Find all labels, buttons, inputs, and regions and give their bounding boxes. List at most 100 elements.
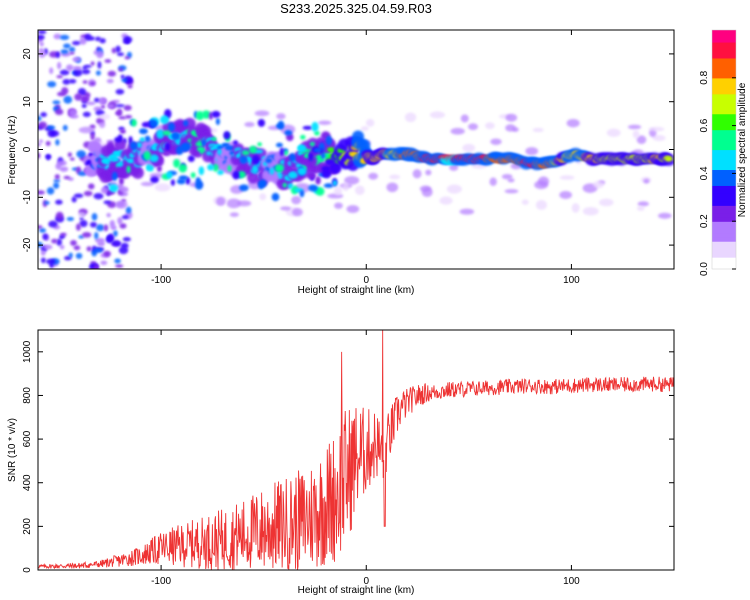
scatter-blob bbox=[126, 165, 131, 174]
spectrogram-blobs bbox=[38, 30, 674, 269]
noise-blob bbox=[53, 179, 61, 183]
scatter-blob bbox=[223, 130, 231, 140]
colorbar: 0.0 0.2 0.4 0.6 0.8 Normalized spectral ampl… bbox=[699, 29, 748, 276]
halo-blob bbox=[490, 138, 502, 145]
scatter-blob bbox=[313, 147, 322, 153]
scatter-blob bbox=[332, 180, 338, 187]
noise-blob bbox=[100, 186, 109, 194]
noise-blob bbox=[91, 249, 97, 257]
noise-blob bbox=[63, 175, 71, 180]
halo-blob bbox=[368, 172, 379, 180]
noise-blob bbox=[39, 228, 46, 233]
scatter-blob bbox=[224, 145, 231, 151]
noise-blob bbox=[80, 96, 90, 103]
noise-blob bbox=[43, 244, 53, 250]
colorbar-band bbox=[712, 169, 736, 174]
noise-blob bbox=[76, 150, 87, 158]
halo-blob bbox=[229, 212, 239, 217]
x-tick-label: -100 bbox=[151, 576, 171, 587]
colorbar-band bbox=[712, 173, 736, 178]
scatter-blob bbox=[227, 165, 232, 172]
scatter-blob bbox=[190, 172, 196, 178]
y-tick-label: 10 bbox=[22, 96, 33, 108]
noise-blob bbox=[103, 200, 112, 205]
halo-blob bbox=[507, 178, 515, 183]
halo-blob bbox=[346, 205, 360, 214]
halo-blob bbox=[636, 206, 645, 211]
scatter-blob bbox=[178, 163, 188, 173]
y-tick-label: 0 bbox=[22, 567, 33, 573]
scatter-blob bbox=[257, 119, 266, 127]
scatter-blob bbox=[162, 130, 171, 136]
halo-blob bbox=[501, 173, 513, 180]
colorbar-band bbox=[712, 77, 736, 83]
noise-blob bbox=[38, 225, 43, 229]
scatter-blob bbox=[156, 165, 162, 172]
halo-blob bbox=[598, 198, 614, 207]
noise-blob bbox=[81, 103, 87, 108]
scatter-blob bbox=[325, 135, 333, 146]
noise-blob bbox=[94, 97, 100, 103]
noise-blob bbox=[46, 187, 55, 195]
noise-blob bbox=[45, 140, 51, 146]
noise-blob bbox=[113, 230, 118, 237]
scatter-blob bbox=[259, 179, 267, 188]
colorbar-band bbox=[712, 237, 736, 242]
scatter-blob bbox=[232, 170, 240, 180]
colorbar-band bbox=[712, 65, 736, 71]
ridge-core bbox=[111, 157, 120, 163]
colorbar-band bbox=[712, 197, 736, 202]
halo-blob bbox=[334, 202, 343, 209]
scatter-blob bbox=[119, 129, 126, 134]
scatter-blob bbox=[149, 119, 158, 128]
noise-blob bbox=[73, 193, 84, 199]
scatter-blob bbox=[165, 142, 171, 151]
ridge-glow bbox=[329, 162, 342, 175]
noise-blob bbox=[54, 108, 64, 116]
colorbar-band bbox=[712, 97, 736, 103]
noise-blob bbox=[56, 61, 62, 70]
noise-blob bbox=[90, 61, 95, 66]
colorbar-band bbox=[712, 185, 736, 190]
x-tick-label: -100 bbox=[151, 275, 171, 286]
colorbar-band bbox=[712, 57, 736, 63]
scatter-blob bbox=[136, 141, 142, 149]
colorbar-band bbox=[712, 105, 736, 111]
noise-blob bbox=[121, 215, 129, 220]
halo-blob bbox=[429, 111, 446, 119]
noise-blob bbox=[123, 105, 132, 111]
scatter-blob bbox=[139, 137, 146, 143]
scatter-blob bbox=[183, 119, 189, 127]
scatter-blob bbox=[275, 142, 283, 148]
snr-xlabel: Height of straight line (km) bbox=[298, 585, 415, 596]
halo-blob bbox=[425, 169, 432, 176]
noise-blob bbox=[111, 239, 122, 247]
noise-blob bbox=[53, 33, 62, 40]
noise-blob bbox=[59, 69, 70, 76]
halo-blob bbox=[535, 200, 547, 210]
halo-blob bbox=[421, 187, 433, 197]
ridge-core bbox=[664, 156, 673, 162]
noise-blob bbox=[81, 232, 92, 238]
scatter-blob bbox=[143, 151, 151, 161]
noise-blob bbox=[90, 132, 95, 141]
noise-blob bbox=[122, 237, 131, 242]
noise-blob bbox=[55, 139, 60, 146]
noise-blob bbox=[38, 139, 44, 143]
halo-blob bbox=[449, 164, 459, 171]
noise-blob bbox=[66, 216, 75, 221]
halo-blob bbox=[459, 208, 475, 215]
scatter-blob bbox=[138, 128, 148, 135]
colorbar-band bbox=[712, 265, 736, 270]
noise-blob bbox=[91, 213, 98, 221]
noise-blob bbox=[70, 114, 79, 119]
colorbar-band bbox=[712, 109, 736, 115]
scatter-blob bbox=[283, 150, 289, 156]
scatter-blob bbox=[109, 184, 119, 193]
halo-blob bbox=[627, 124, 642, 130]
noise-blob bbox=[117, 216, 123, 225]
colorbar-band bbox=[712, 133, 736, 139]
noise-blob bbox=[127, 84, 133, 89]
